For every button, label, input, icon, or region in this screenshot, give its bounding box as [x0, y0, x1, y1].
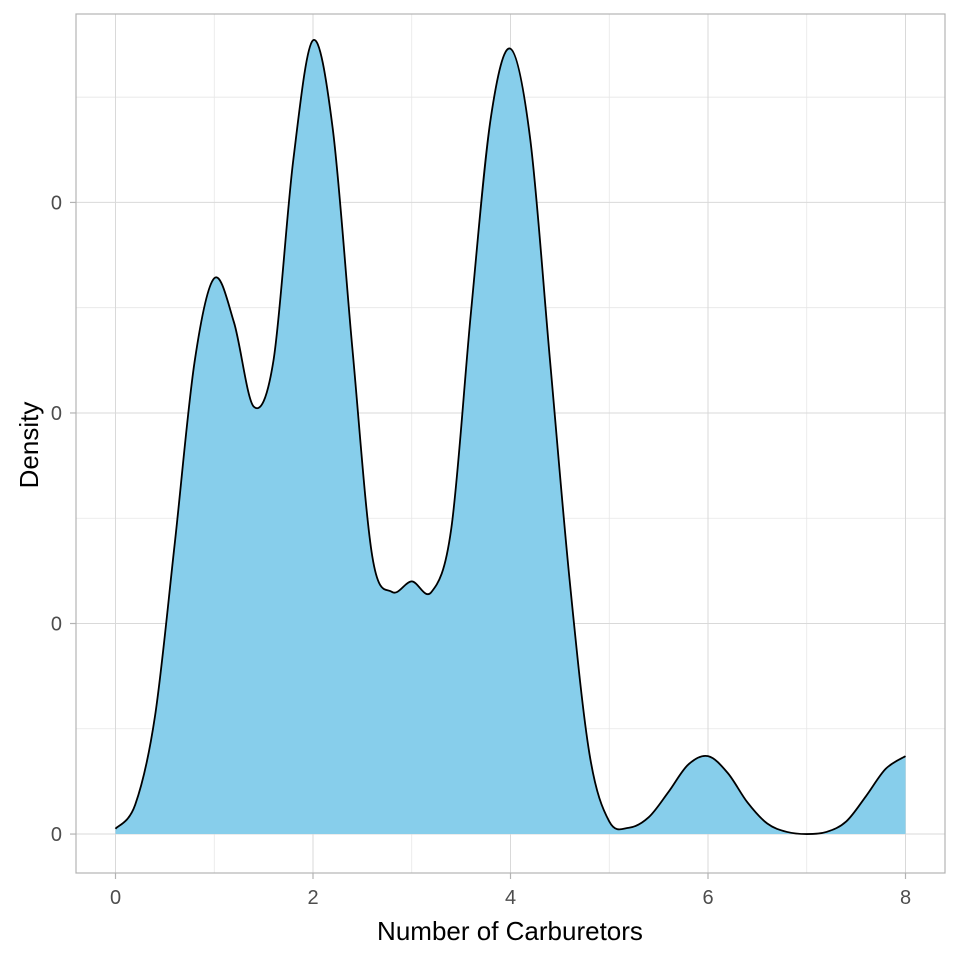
x-tick-label: 4 [505, 887, 516, 909]
x-tick-label: 8 [900, 887, 911, 909]
y-tick-label: 0 [51, 403, 62, 425]
y-tick-label: 0 [51, 192, 62, 214]
x-tick-label: 0 [110, 887, 121, 909]
density-series [114, 39, 906, 835]
y-axis-title: Density [14, 402, 44, 489]
density-curve-line [114, 39, 906, 835]
x-axis-ticks: 0 2 4 6 8 [110, 873, 911, 909]
x-tick-label: 2 [307, 887, 318, 909]
x-axis-title: Number of Carburetors [377, 916, 643, 946]
density-area-fill [115, 39, 906, 835]
y-tick-label: 0 [51, 824, 62, 846]
y-axis-ticks: 0 0 0 0 [51, 192, 76, 846]
y-tick-label: 0 [51, 614, 62, 636]
x-tick-label: 6 [702, 887, 713, 909]
